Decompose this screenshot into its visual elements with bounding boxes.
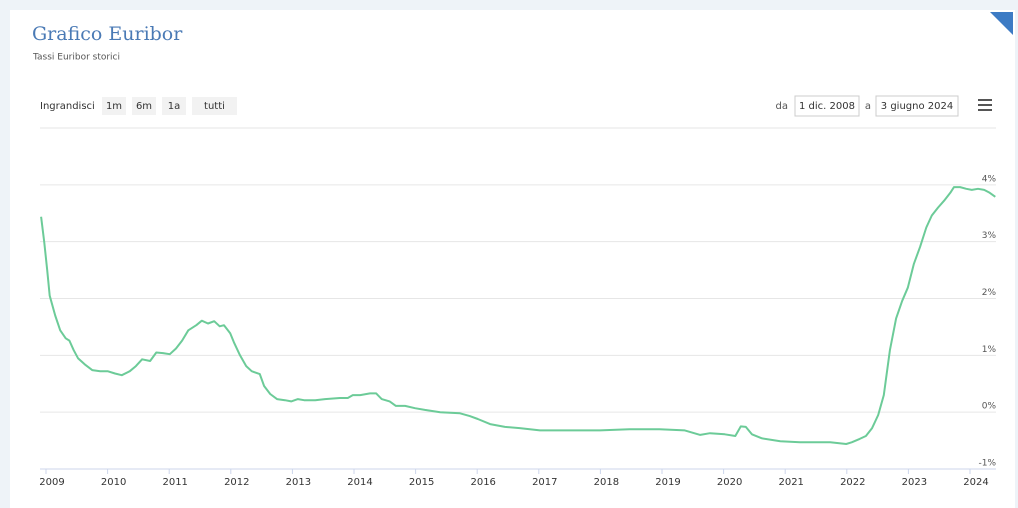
chart-title: Grafico Euribor (32, 23, 183, 45)
x-tick-label: 2023 (902, 477, 927, 488)
zoom-button[interactable] (192, 97, 237, 115)
x-tick-label: 2022 (840, 477, 865, 488)
corner-flag (990, 12, 1013, 35)
from-date[interactable]: 1 dic. 2008 (799, 101, 855, 112)
x-tick-label: 2018 (594, 477, 619, 488)
x-tick-label: 2024 (963, 477, 988, 488)
zoom-button[interactable] (102, 97, 126, 115)
to-date[interactable]: 3 giugno 2024 (881, 101, 953, 112)
menu-bar (978, 99, 992, 101)
menu-button[interactable] (978, 99, 992, 111)
menu-bar (978, 109, 992, 111)
y-tick-label: 0% (982, 402, 997, 412)
x-tick-label: 2012 (224, 477, 249, 488)
x-tick-label: 2020 (717, 477, 742, 488)
chart-subtitle: Tassi Euribor storici (32, 53, 120, 63)
from-label: da (776, 101, 788, 112)
y-tick-label: 4% (982, 174, 997, 184)
card (10, 10, 1015, 508)
zoom-button[interactable] (132, 97, 156, 115)
x-tick-label: 2019 (655, 477, 680, 488)
zoom-button-label[interactable]: tutti (204, 101, 225, 112)
y-tick-label: 3% (982, 231, 997, 241)
x-tick-label: 2021 (778, 477, 803, 488)
zoom-label: Ingrandisci (40, 101, 95, 112)
zoom-button[interactable] (162, 97, 186, 115)
y-tick-label: -1% (978, 459, 996, 469)
zoom-button-label[interactable]: 6m (136, 101, 152, 112)
x-tick-label: 2010 (101, 477, 126, 488)
y-tick-label: 1% (982, 345, 997, 355)
zoom-button-label[interactable]: 1m (106, 101, 122, 112)
x-tick-label: 2011 (162, 477, 187, 488)
to-label: a (865, 101, 871, 112)
from-input[interactable] (794, 95, 860, 117)
y-tick-label: 2% (982, 288, 997, 298)
x-tick-label: 2013 (286, 477, 311, 488)
series-line (40, 186, 996, 445)
zoom-button-label[interactable]: 1a (168, 101, 181, 112)
x-tick-label: 2015 (409, 477, 434, 488)
x-tick-label: 2017 (532, 477, 557, 488)
to-input[interactable] (875, 95, 959, 117)
x-tick-label: 2009 (39, 477, 64, 488)
x-tick-label: 2014 (347, 477, 372, 488)
zoom-buttons: 1m 6m 1a tutti (102, 97, 237, 115)
menu-bar (978, 104, 992, 106)
x-tick-label: 2016 (470, 477, 495, 488)
